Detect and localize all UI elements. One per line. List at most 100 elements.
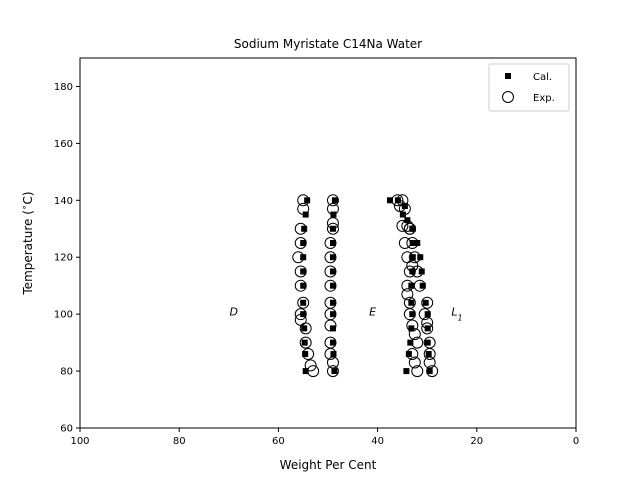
exp-point <box>396 194 409 207</box>
x-tick-label: 100 <box>70 436 89 447</box>
exp-point <box>324 237 337 249</box>
y-tick-label: 140 <box>54 196 73 207</box>
exp-point <box>326 194 339 207</box>
cal-point <box>329 282 336 289</box>
region-label: E <box>369 305 376 318</box>
exp-point <box>401 279 414 292</box>
cal-point <box>329 254 336 261</box>
exp-point <box>418 308 431 321</box>
x-tick-label: 80 <box>173 436 186 447</box>
exp-point <box>403 265 416 278</box>
cal-point <box>300 268 307 275</box>
region-label: L1 <box>451 305 462 322</box>
cal-point <box>424 339 431 346</box>
cal-point <box>414 240 421 246</box>
cal-point <box>302 211 309 218</box>
cal-point <box>329 240 336 246</box>
cal-point <box>330 351 337 357</box>
plot-area <box>79 57 577 429</box>
exp-point <box>304 359 317 372</box>
exp-point <box>294 279 307 292</box>
exp-point <box>324 279 337 292</box>
cal-point <box>329 268 336 275</box>
x-tick-label: 40 <box>371 436 384 447</box>
exp-point <box>294 308 307 321</box>
cal-point <box>422 299 429 306</box>
exp-point <box>406 237 419 249</box>
cal-point <box>331 197 338 204</box>
region-label-text: E <box>369 305 376 318</box>
exp-point <box>398 237 411 249</box>
exp-point <box>294 313 307 326</box>
y-tick-label: 180 <box>54 82 73 93</box>
exp-point <box>292 251 305 264</box>
cal-point <box>387 197 393 204</box>
region-label: D <box>230 305 238 318</box>
exp-point <box>406 348 419 360</box>
cal-point <box>408 325 415 332</box>
exp-point <box>294 222 307 235</box>
exp-point <box>393 200 406 212</box>
exp-point <box>421 322 434 335</box>
cal-point <box>401 203 408 209</box>
legend-label: Cal. <box>533 72 552 83</box>
y-axis-title: Temperature (∘C) <box>20 191 35 295</box>
cal-point <box>403 368 410 375</box>
cal-point <box>301 325 308 332</box>
exp-point <box>423 356 436 369</box>
y-tick-label: 100 <box>54 310 73 321</box>
exp-point <box>326 222 339 235</box>
exp-point <box>324 251 337 264</box>
cal-point <box>300 254 307 261</box>
cal-point <box>419 282 426 289</box>
exp-point <box>426 365 439 378</box>
exp-point <box>396 219 409 232</box>
exp-point <box>326 217 339 230</box>
cal-point <box>329 311 336 318</box>
cal-point <box>329 299 336 306</box>
cal-point <box>394 197 401 204</box>
legend: Cal. Exp. <box>488 63 570 112</box>
cal-point <box>304 197 311 204</box>
y-axis-title-degree: ∘ <box>20 204 30 210</box>
exp-point <box>401 251 414 264</box>
cal-point <box>399 211 406 218</box>
cal-point <box>329 325 336 332</box>
y-axis-title-part: Temperature ( <box>21 210 35 296</box>
exp-point <box>423 336 436 349</box>
cal-point <box>425 351 432 357</box>
x-tick-label: 20 <box>470 436 483 447</box>
exp-point <box>294 237 307 249</box>
exp-point <box>324 265 337 278</box>
exp-point <box>408 328 421 341</box>
region-label-subscript: 1 <box>457 313 462 322</box>
cal-point <box>426 368 433 375</box>
cal-point <box>405 351 412 357</box>
y-tick-label: 80 <box>60 367 73 378</box>
cal-point <box>329 339 336 346</box>
x-tick-label: 60 <box>272 436 285 447</box>
cal-point <box>300 282 307 289</box>
cal-point <box>408 299 415 306</box>
exp-point <box>411 365 424 378</box>
y-tick-label: 160 <box>54 139 73 150</box>
exp-point <box>326 365 339 378</box>
cal-point <box>302 351 309 357</box>
region-label-text: L <box>451 305 457 318</box>
cal-point <box>300 311 307 318</box>
y-tick-label: 60 <box>60 424 73 435</box>
exp-point <box>403 296 416 309</box>
exp-point <box>297 194 310 207</box>
cal-point <box>300 299 307 306</box>
exp-point <box>297 202 310 215</box>
exp-point <box>326 202 339 215</box>
cal-point <box>301 339 308 346</box>
cal-point <box>407 339 414 346</box>
exp-point <box>401 219 414 232</box>
exp-point <box>391 194 404 207</box>
exp-point <box>307 365 320 378</box>
exp-point <box>294 265 307 278</box>
y-axis-title-part: C) <box>21 191 35 204</box>
x-tick-label: 0 <box>573 436 579 447</box>
